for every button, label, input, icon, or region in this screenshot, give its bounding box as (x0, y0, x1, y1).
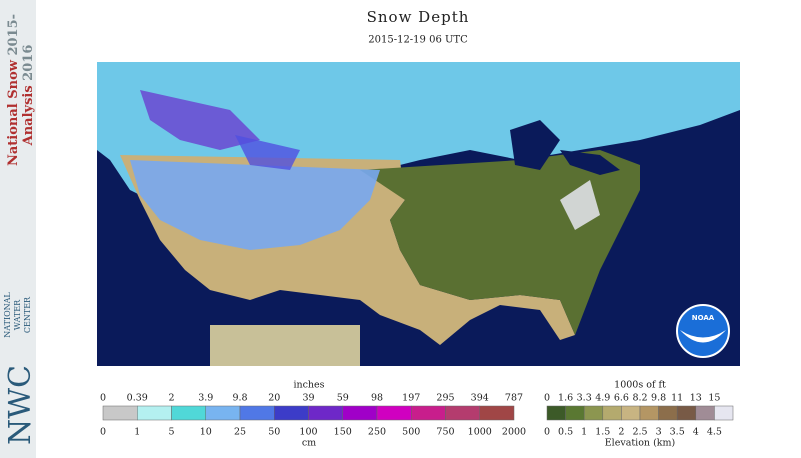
legend-label: 13 (690, 393, 702, 404)
legend-label: 4.5 (707, 427, 722, 438)
legend-label: 500 (402, 427, 420, 438)
sidebar (0, 0, 36, 458)
noaa-logo (676, 304, 730, 358)
legend-swatch (102, 405, 138, 421)
legend-label: 0 (544, 427, 550, 438)
legend-label: 150 (334, 427, 352, 438)
map: NOAA (97, 62, 740, 366)
org-name: CENTER (23, 296, 32, 333)
legend-label: 3.3 (577, 393, 592, 404)
great-lakes (510, 120, 560, 170)
legend-unit: 1000s of ft (614, 380, 666, 391)
legend-swatch (479, 405, 515, 421)
noaa-text: NOAA (692, 314, 715, 322)
noaa-logo-bird (680, 330, 726, 343)
deep-snow (140, 90, 260, 150)
legend-unit: inches (293, 380, 324, 391)
legend-label: 50 (268, 427, 280, 438)
mexico (210, 325, 360, 366)
sidebar-year: 2016 (21, 45, 36, 81)
legend-swatch (546, 405, 566, 421)
legend-swatch (274, 405, 309, 421)
legend-label: 39 (302, 393, 314, 404)
legend-label: 100 (299, 427, 317, 438)
title: Snow Depth (367, 8, 470, 26)
legend-label: 0.39 (127, 393, 148, 404)
legend-label: 0 (100, 393, 106, 404)
sidebar-title: National Snow (6, 59, 21, 166)
legend-label: 4.9 (595, 393, 610, 404)
legend-label: 5 (168, 427, 174, 438)
legend-label: 394 (471, 393, 489, 404)
legend-swatch (621, 405, 641, 421)
legend-label: 2 (168, 393, 174, 404)
legend-swatch (565, 405, 585, 421)
deep-snow (235, 135, 300, 170)
legend-label: 3 (656, 427, 662, 438)
legend-label: 20 (268, 393, 280, 404)
legend-label: 98 (371, 393, 383, 404)
legend-swatch (695, 405, 715, 421)
legend-swatch (602, 405, 622, 421)
legend-unit: cm (302, 438, 316, 449)
legend-swatch (676, 405, 697, 421)
legend-label: 9.8 (651, 393, 666, 404)
sidebar-title: Analysis (21, 85, 36, 146)
legend-swatch (714, 405, 734, 421)
legend-swatch (205, 405, 241, 421)
legend-swatch (171, 405, 206, 421)
sidebar-line2: Analysis 2016 (21, 45, 36, 147)
legend-label: 6.6 (614, 393, 629, 404)
appalachian-snow (560, 180, 600, 230)
legend-unit: Elevation (km) (605, 438, 676, 449)
sidebar-year: 2015- (6, 14, 21, 56)
legend-label: 0 (100, 427, 106, 438)
legend-label: 10 (200, 427, 212, 438)
legend-label: 4 (693, 427, 699, 438)
west-snow (130, 160, 380, 250)
sidebar-line1: National Snow 2015- (6, 14, 21, 166)
org-name: WATER (13, 299, 22, 330)
legend-label: 3.9 (198, 393, 213, 404)
legend-label: 1000 (468, 427, 492, 438)
legend-swatch (376, 405, 412, 421)
legend-label: 9.8 (232, 393, 247, 404)
legend-label: 2 (618, 427, 624, 438)
legend-label: 750 (436, 427, 454, 438)
legend-label: 197 (402, 393, 420, 404)
legend-label: 25 (234, 427, 246, 438)
legend-label: 2.5 (632, 427, 647, 438)
legend-swatch (658, 405, 678, 421)
legend-label: 11 (671, 393, 683, 404)
legend-label: 59 (337, 393, 349, 404)
legend-swatch (137, 405, 172, 421)
legend-label: 787 (505, 393, 523, 404)
great-lakes (560, 150, 620, 175)
legend-label: 1 (581, 427, 587, 438)
legend-label: 295 (436, 393, 454, 404)
legend-label: 1 (134, 427, 140, 438)
legend-label: 1.5 (595, 427, 610, 438)
org-name: NATIONAL (3, 292, 12, 338)
legend-swatch (445, 405, 480, 421)
legend-swatch (411, 405, 446, 421)
nwc-logo: NWC (3, 365, 38, 445)
date: 2015-12-19 06 UTC (368, 35, 468, 46)
legend-swatch (583, 405, 604, 421)
legend-label: 15 (708, 393, 720, 404)
legend-label: 2000 (502, 427, 526, 438)
legend-swatch (639, 405, 659, 421)
legend-label: 0 (544, 393, 550, 404)
legend-label: 8.2 (632, 393, 647, 404)
legend-swatch (342, 405, 378, 421)
legend-label: 250 (368, 427, 386, 438)
legend-swatch (308, 405, 343, 421)
legend-label: 0.5 (558, 427, 573, 438)
legend-label: 3.5 (670, 427, 685, 438)
legend-label: 1.6 (558, 393, 573, 404)
legend-swatch (239, 405, 275, 421)
